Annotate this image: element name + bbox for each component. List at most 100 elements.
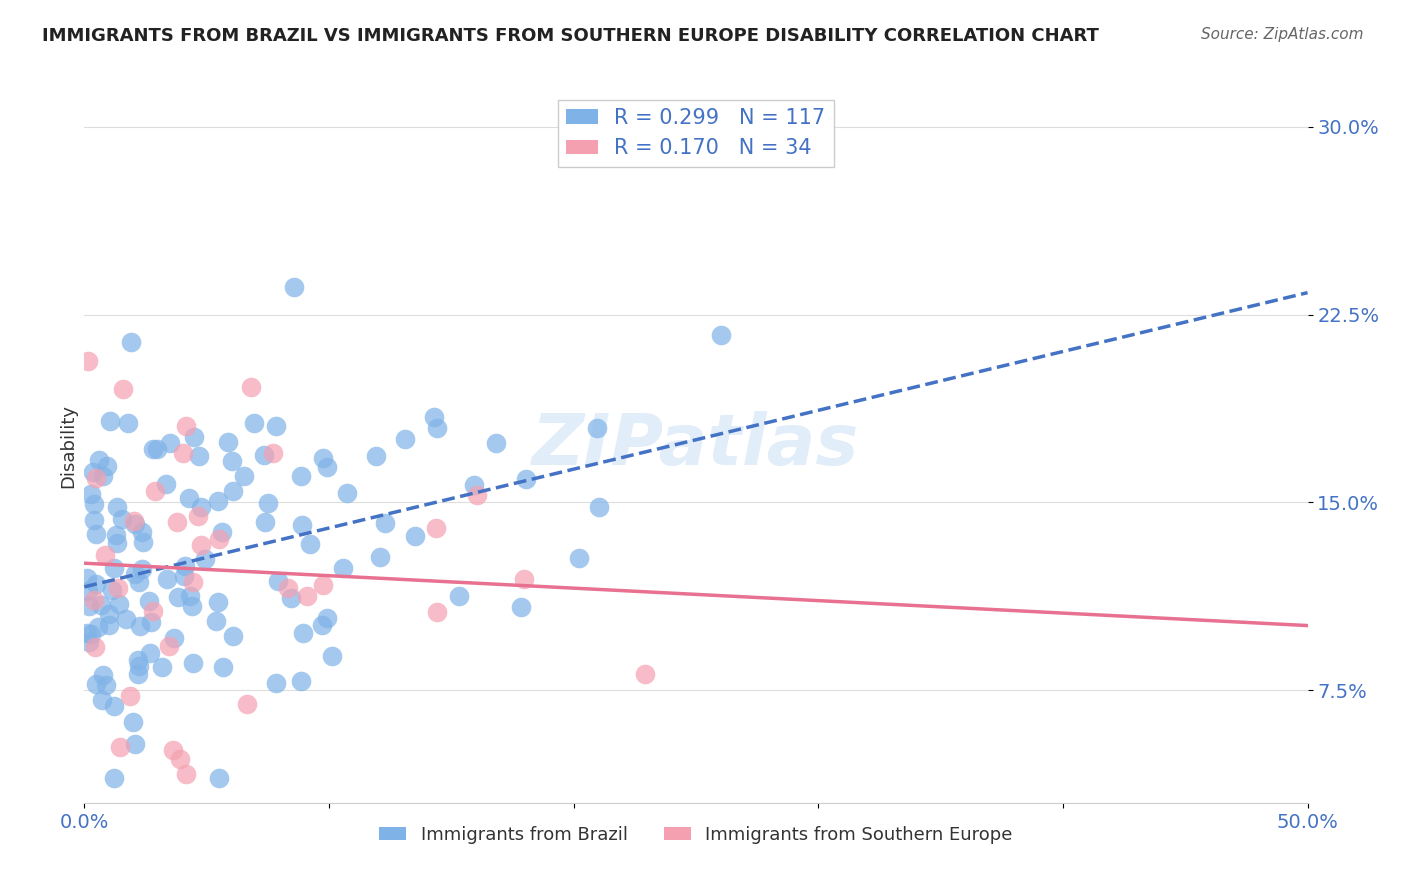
Point bbox=[283, 279, 305, 293]
Point bbox=[221, 454, 243, 468]
Point bbox=[79, 634, 101, 648]
Point bbox=[509, 599, 531, 614]
Point bbox=[159, 436, 181, 450]
Point bbox=[124, 567, 146, 582]
Point bbox=[98, 414, 121, 428]
Point bbox=[292, 626, 315, 640]
Point bbox=[122, 514, 145, 528]
Point bbox=[190, 500, 212, 515]
Point bbox=[82, 465, 104, 479]
Point bbox=[121, 715, 143, 730]
Point bbox=[98, 618, 121, 632]
Point bbox=[299, 537, 322, 551]
Point bbox=[368, 549, 391, 564]
Point bbox=[222, 484, 245, 499]
Point bbox=[426, 420, 449, 434]
Point bbox=[84, 577, 107, 591]
Point bbox=[107, 581, 129, 595]
Point bbox=[94, 549, 117, 563]
Point bbox=[633, 667, 655, 681]
Point bbox=[177, 491, 200, 505]
Point bbox=[172, 445, 194, 459]
Point bbox=[162, 742, 184, 756]
Point bbox=[208, 771, 231, 785]
Point bbox=[187, 508, 209, 523]
Point bbox=[96, 678, 118, 692]
Point bbox=[156, 572, 179, 586]
Point bbox=[76, 625, 98, 640]
Point bbox=[128, 575, 150, 590]
Point bbox=[142, 442, 165, 456]
Point bbox=[423, 409, 446, 424]
Point bbox=[127, 666, 149, 681]
Point bbox=[101, 583, 124, 598]
Point bbox=[115, 612, 138, 626]
Point bbox=[235, 697, 257, 711]
Point bbox=[256, 496, 278, 510]
Point bbox=[264, 418, 287, 433]
Point bbox=[155, 476, 177, 491]
Point bbox=[290, 469, 312, 483]
Point bbox=[127, 653, 149, 667]
Point bbox=[447, 589, 470, 603]
Point bbox=[207, 595, 229, 609]
Point bbox=[463, 478, 485, 492]
Point bbox=[142, 604, 165, 618]
Point bbox=[138, 593, 160, 607]
Point bbox=[208, 533, 231, 547]
Point bbox=[174, 418, 197, 433]
Point bbox=[167, 591, 190, 605]
Point bbox=[80, 627, 103, 641]
Point bbox=[124, 516, 146, 531]
Point bbox=[315, 611, 337, 625]
Point bbox=[91, 468, 114, 483]
Point bbox=[128, 619, 150, 633]
Point bbox=[205, 614, 228, 628]
Point bbox=[98, 607, 121, 622]
Point bbox=[173, 558, 195, 573]
Point bbox=[131, 561, 153, 575]
Point bbox=[311, 617, 333, 632]
Point bbox=[117, 416, 139, 430]
Point bbox=[108, 597, 131, 611]
Point bbox=[84, 527, 107, 541]
Point bbox=[96, 459, 118, 474]
Point bbox=[83, 496, 105, 510]
Text: IMMIGRANTS FROM BRAZIL VS IMMIGRANTS FROM SOUTHERN EUROPE DISABILITY CORRELATION: IMMIGRANTS FROM BRAZIL VS IMMIGRANTS FRO… bbox=[42, 27, 1099, 45]
Point bbox=[91, 692, 114, 706]
Point bbox=[242, 416, 264, 430]
Point bbox=[254, 515, 277, 529]
Point bbox=[266, 676, 288, 690]
Point bbox=[124, 737, 146, 751]
Point bbox=[87, 619, 110, 633]
Point bbox=[240, 380, 263, 394]
Point bbox=[143, 484, 166, 499]
Point bbox=[77, 353, 100, 368]
Point bbox=[290, 517, 312, 532]
Legend: Immigrants from Brazil, Immigrants from Southern Europe: Immigrants from Brazil, Immigrants from … bbox=[373, 819, 1019, 851]
Point bbox=[312, 451, 335, 466]
Point bbox=[77, 599, 100, 614]
Point bbox=[163, 632, 186, 646]
Point bbox=[425, 521, 447, 535]
Point bbox=[89, 453, 111, 467]
Point bbox=[709, 328, 731, 343]
Point bbox=[212, 659, 235, 673]
Point bbox=[141, 615, 163, 629]
Point bbox=[232, 469, 254, 483]
Point bbox=[515, 472, 537, 486]
Text: Source: ZipAtlas.com: Source: ZipAtlas.com bbox=[1201, 27, 1364, 42]
Point bbox=[217, 434, 239, 449]
Point bbox=[105, 500, 128, 515]
Point bbox=[176, 766, 198, 780]
Point bbox=[132, 534, 155, 549]
Y-axis label: Disability: Disability bbox=[59, 404, 77, 488]
Point bbox=[128, 659, 150, 673]
Point bbox=[84, 471, 107, 485]
Point bbox=[83, 592, 105, 607]
Point bbox=[194, 552, 217, 566]
Point bbox=[77, 583, 100, 598]
Point bbox=[131, 525, 153, 540]
Point bbox=[394, 432, 416, 446]
Text: ZIPatlas: ZIPatlas bbox=[533, 411, 859, 481]
